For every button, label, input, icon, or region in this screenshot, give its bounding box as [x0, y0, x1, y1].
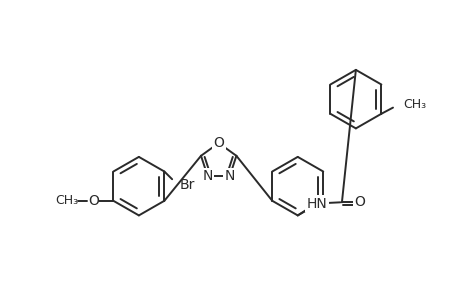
- Text: O: O: [213, 136, 224, 150]
- Text: O: O: [353, 195, 364, 209]
- Text: CH₃: CH₃: [402, 98, 425, 111]
- Text: Br: Br: [179, 178, 195, 192]
- Text: CH₃: CH₃: [55, 194, 78, 207]
- Text: O: O: [88, 194, 98, 208]
- Text: N: N: [202, 169, 213, 184]
- Text: HN: HN: [306, 197, 327, 211]
- Text: N: N: [224, 169, 234, 184]
